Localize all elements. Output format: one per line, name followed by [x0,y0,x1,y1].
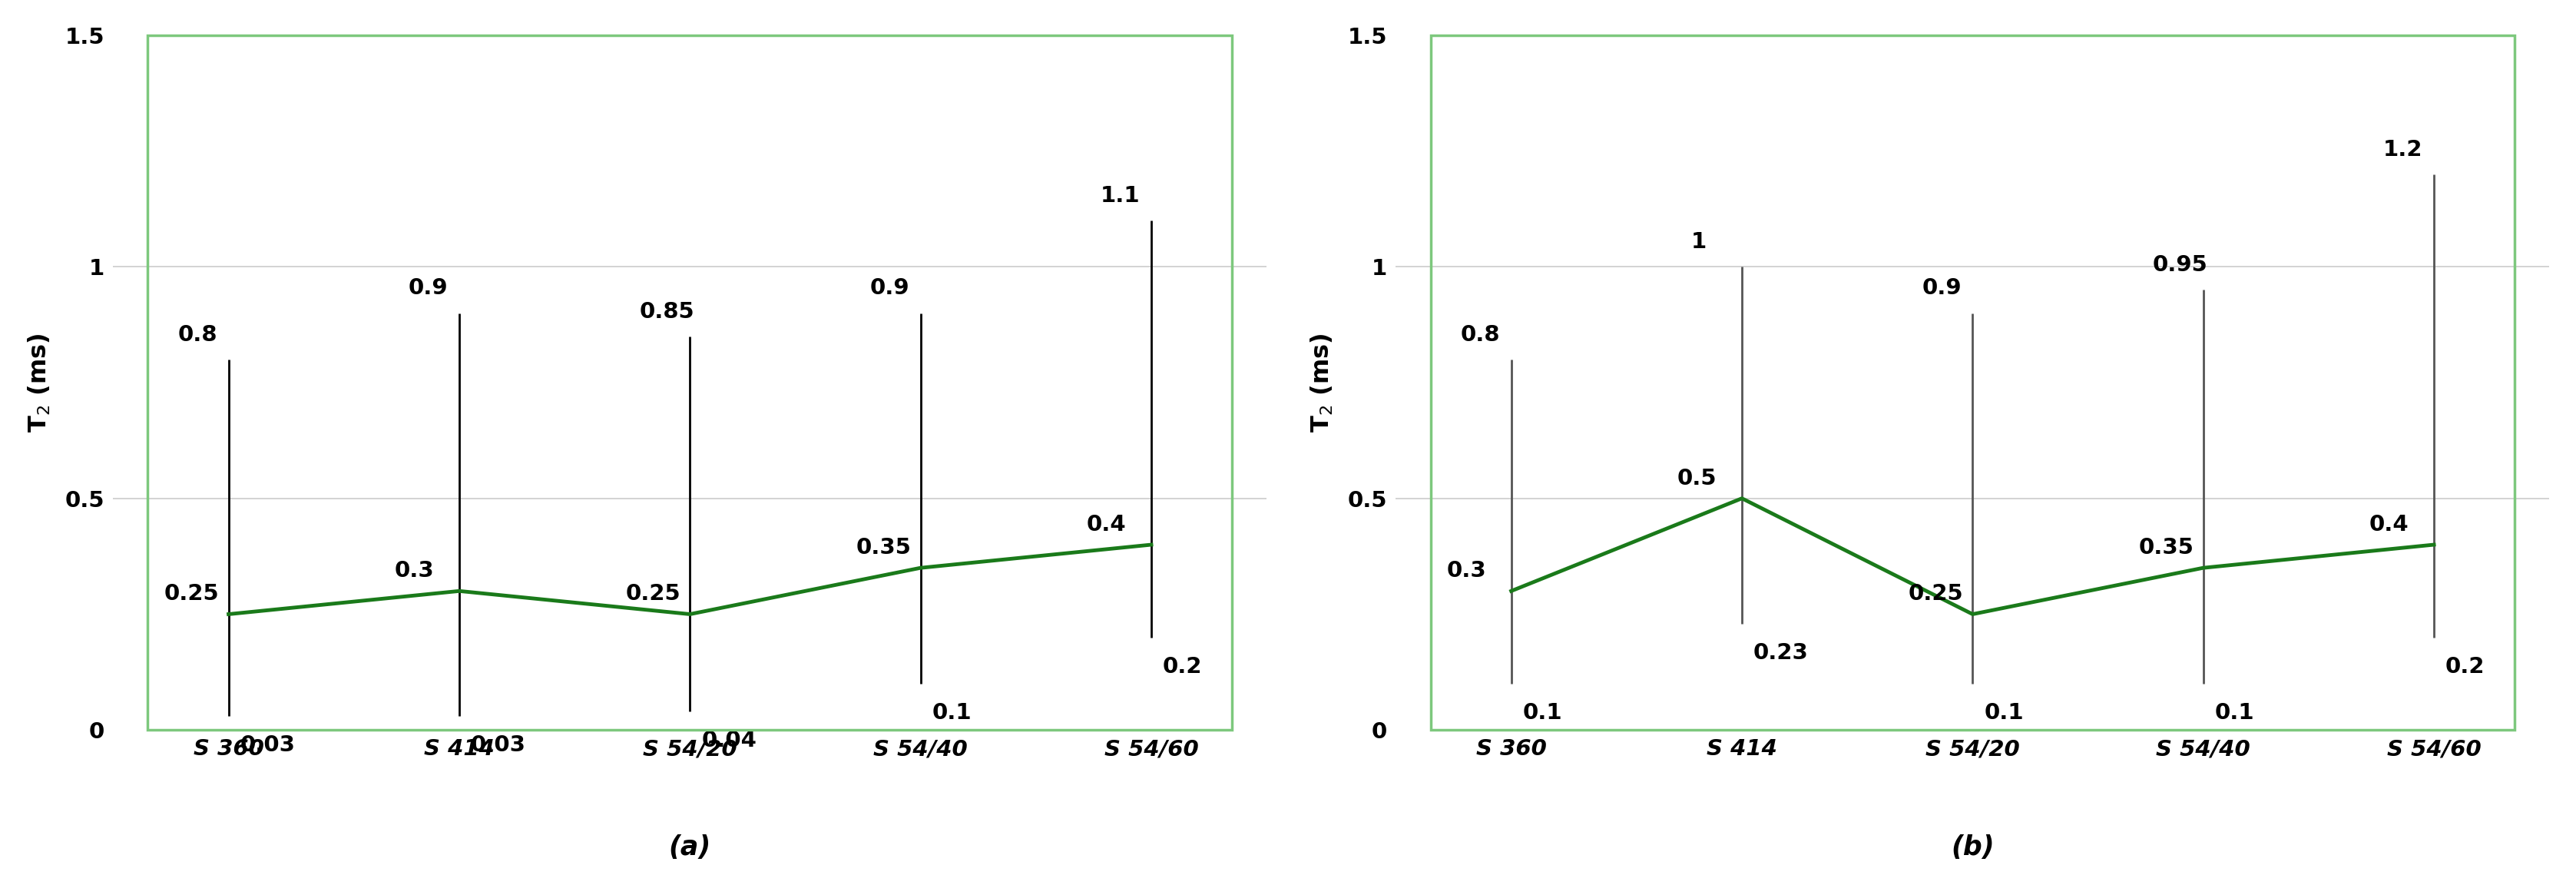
Text: 0.9: 0.9 [1922,278,1960,299]
Text: 0.1: 0.1 [2215,702,2254,724]
Text: 0.8: 0.8 [178,324,216,345]
Text: 0.3: 0.3 [1448,560,1486,581]
Text: 0.25: 0.25 [1909,583,1963,605]
Text: 0.03: 0.03 [240,735,296,756]
Text: 0.9: 0.9 [871,278,909,299]
Text: 0.85: 0.85 [639,301,693,322]
Text: (a): (a) [670,835,711,860]
Text: 1.1: 1.1 [1100,185,1141,206]
Text: 0.03: 0.03 [471,735,526,756]
Text: 0.35: 0.35 [2138,537,2195,558]
Text: 0.4: 0.4 [1087,514,1126,535]
Text: 0.9: 0.9 [410,278,448,299]
Text: 0.1: 0.1 [1984,702,2025,724]
Text: 0.04: 0.04 [701,730,757,751]
Y-axis label: T$_{2}$ (ms): T$_{2}$ (ms) [1309,333,1334,432]
Text: 0.25: 0.25 [626,583,680,605]
Text: (b): (b) [1950,835,1994,860]
Text: 1: 1 [1692,231,1708,253]
Text: 0.8: 0.8 [1461,324,1499,345]
Text: 0.1: 0.1 [933,702,971,724]
Text: 0.2: 0.2 [1162,656,1203,677]
Text: 0.3: 0.3 [394,560,435,581]
Text: 0.23: 0.23 [1754,642,1808,664]
Text: 0.25: 0.25 [165,583,219,605]
Text: 0.1: 0.1 [1522,702,1564,724]
Text: 0.95: 0.95 [2154,255,2208,276]
Text: 1.2: 1.2 [2383,139,2424,160]
Text: 0.2: 0.2 [2445,656,2486,677]
Text: 0.35: 0.35 [855,537,912,558]
Text: 0.4: 0.4 [2370,514,2409,535]
Y-axis label: T$_{2}$ (ms): T$_{2}$ (ms) [26,333,52,432]
Text: 0.5: 0.5 [1677,467,1716,489]
